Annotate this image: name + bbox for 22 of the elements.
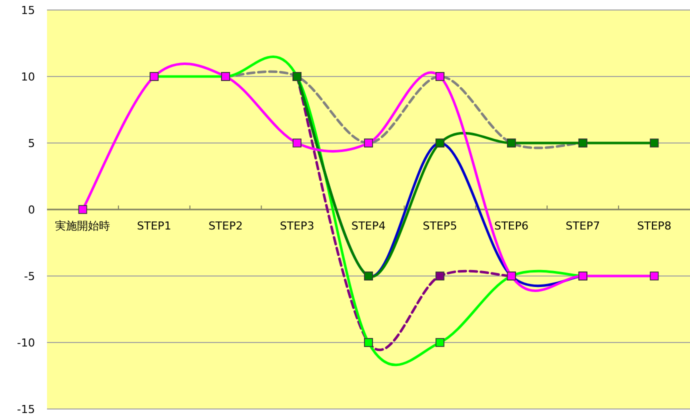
x-tick-label: STEP8 xyxy=(637,220,672,232)
x-tick-label: STEP7 xyxy=(566,220,600,232)
point xyxy=(292,138,302,148)
point xyxy=(78,205,88,214)
x-tick-label: STEP2 xyxy=(208,220,243,232)
x-tick-label: 実施開始時 xyxy=(55,220,110,232)
x-tick-label: STEP5 xyxy=(422,220,458,232)
x-tick-label: STEP1 xyxy=(137,220,172,232)
x-tick-label: STEP4 xyxy=(351,220,386,232)
point xyxy=(436,272,444,280)
y-tick-label: -5 xyxy=(24,270,35,283)
y-tick-label: 10 xyxy=(21,70,35,84)
point xyxy=(650,138,659,148)
x-tick-label: STEP3 xyxy=(280,220,314,232)
y-tick-label: 0 xyxy=(28,204,35,216)
y-tick-label: -15 xyxy=(17,403,35,415)
point xyxy=(650,272,659,280)
point xyxy=(436,338,444,347)
x-tick-label: STEP6 xyxy=(494,220,529,232)
y-tick-label: 5 xyxy=(28,137,35,150)
y-tick-label: -10 xyxy=(17,336,35,350)
y-tick-label: 15 xyxy=(21,4,35,17)
